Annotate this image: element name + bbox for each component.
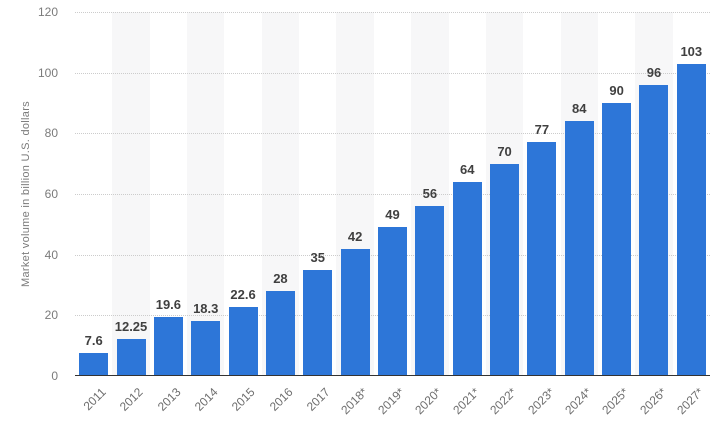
x-tick-label: 2015 bbox=[229, 385, 258, 414]
bar-2024*[interactable] bbox=[564, 121, 594, 376]
x-tick-label: 2016 bbox=[266, 385, 296, 414]
y-tick-label: 0 bbox=[51, 369, 58, 383]
y-tick-label: 80 bbox=[44, 126, 58, 141]
x-tick-label: 2022* bbox=[487, 385, 520, 418]
bar-value-label: 19.6 bbox=[155, 296, 182, 312]
x-tick-label: 2012 bbox=[117, 385, 146, 414]
x-tick-label: 2025* bbox=[599, 385, 632, 418]
bar-2012[interactable] bbox=[116, 338, 146, 376]
x-tick-label: 2027* bbox=[674, 385, 707, 418]
x-axis-line bbox=[75, 375, 710, 376]
x-tick-label: 2011 bbox=[80, 385, 109, 414]
bar-2018*[interactable] bbox=[340, 248, 370, 376]
gridline-80 bbox=[75, 133, 710, 135]
bar-value-label: 18.3 bbox=[193, 300, 219, 316]
x-tick-label: 2018* bbox=[337, 385, 371, 418]
y-tick-label: 120 bbox=[37, 5, 58, 19]
x-tick-label: 2019* bbox=[375, 385, 408, 418]
x-tick-label: 2014 bbox=[191, 385, 221, 414]
gridline-120 bbox=[75, 12, 710, 13]
bar-2019*[interactable] bbox=[378, 227, 407, 376]
bar-value-label: 70 bbox=[497, 143, 512, 159]
bar-value-label: 49 bbox=[385, 207, 400, 223]
bar-value-label: 64 bbox=[459, 161, 475, 177]
bar-value-label: 28 bbox=[273, 271, 288, 287]
bar-value-label: 96 bbox=[646, 64, 662, 80]
bar-value-label: 12.25 bbox=[114, 318, 148, 334]
bar-2014[interactable] bbox=[191, 320, 221, 376]
gridline-100 bbox=[75, 72, 710, 74]
bar-2022*[interactable] bbox=[490, 163, 520, 376]
bar-value-label: 90 bbox=[609, 83, 624, 98]
x-tick-label: 2024* bbox=[562, 385, 595, 418]
x-tick-label: 2021* bbox=[450, 385, 483, 418]
bar-value-label: 35 bbox=[310, 249, 326, 265]
x-tick-label: 2026* bbox=[636, 385, 669, 418]
gridline-60 bbox=[75, 194, 710, 195]
bar-2027*[interactable] bbox=[676, 63, 706, 376]
y-tick-label: 40 bbox=[44, 247, 58, 262]
bar-2016[interactable] bbox=[265, 291, 295, 376]
bar-2013[interactable] bbox=[153, 316, 183, 376]
bar-2026*[interactable] bbox=[639, 84, 669, 376]
bar-value-label: 22.6 bbox=[230, 287, 256, 303]
y-tick-label: 60 bbox=[44, 187, 58, 201]
bar-value-label: 77 bbox=[534, 122, 550, 138]
y-tick-label: 100 bbox=[37, 65, 58, 80]
y-tick-label: 20 bbox=[44, 308, 58, 323]
bar-value-label: 7.6 bbox=[84, 332, 103, 348]
x-tick-label: 2013 bbox=[154, 385, 184, 414]
bar-2021*[interactable] bbox=[452, 181, 482, 376]
x-tick-label: 2020* bbox=[412, 385, 445, 418]
bar-2011[interactable] bbox=[79, 352, 109, 376]
bar-value-label: 56 bbox=[422, 186, 438, 202]
bar-2020*[interactable] bbox=[415, 206, 445, 376]
bar-2015[interactable] bbox=[228, 307, 258, 376]
bar-value-label: 42 bbox=[347, 228, 363, 244]
bar-2025*[interactable] bbox=[602, 103, 632, 376]
bar-2017[interactable] bbox=[303, 269, 333, 376]
bar-value-label: 84 bbox=[572, 101, 587, 117]
x-tick-label: 2017 bbox=[303, 385, 333, 414]
x-tick-label: 2023* bbox=[524, 385, 557, 418]
bar-2023*[interactable] bbox=[527, 142, 557, 376]
bar-value-label: 103 bbox=[680, 43, 703, 59]
plot-area: 7.6 12.25 19.6 18.3 22.6 28 35 42 49 56 64 70 77 84 90… bbox=[75, 12, 710, 376]
